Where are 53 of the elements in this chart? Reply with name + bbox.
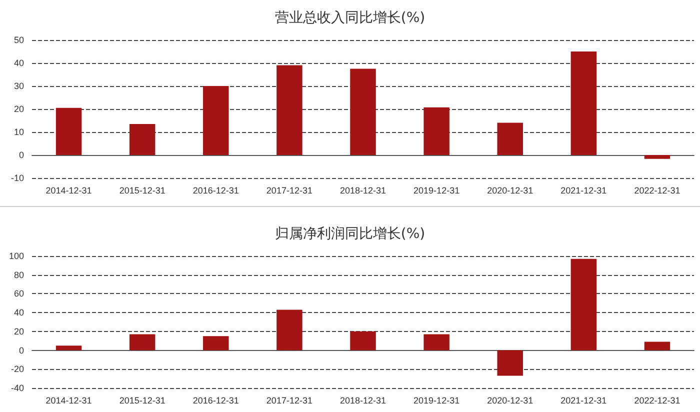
x-tick-label: 2015-12-31 <box>119 396 166 406</box>
y-tick-label: -40 <box>10 383 24 393</box>
bar <box>129 334 156 350</box>
x-tick-label: 2015-12-31 <box>119 186 166 196</box>
bar <box>203 336 229 350</box>
x-tick-label: 2014-12-31 <box>46 396 92 406</box>
x-tick-label: 2017-12-31 <box>266 186 312 196</box>
bar <box>570 52 597 155</box>
x-tick-label: 2019-12-31 <box>414 396 460 406</box>
y-tick-label: 30 <box>14 81 24 91</box>
y-tick-label: 0 <box>18 150 24 160</box>
bar <box>350 331 376 350</box>
bar <box>56 346 82 350</box>
y-tick-label: 20 <box>14 326 24 336</box>
y-tick-label: 40 <box>14 308 24 318</box>
bar <box>424 334 450 350</box>
y-tick-label: 100 <box>8 251 24 261</box>
y-tick-label: -20 <box>10 364 24 374</box>
x-tick-label: 2016-12-31 <box>192 186 239 196</box>
chart-title: 营业总收入同比增长(%) <box>274 10 426 26</box>
x-tick-label: 2021-12-31 <box>560 396 607 406</box>
bar <box>129 124 156 155</box>
bar <box>644 155 670 159</box>
bar <box>276 65 302 155</box>
x-tick-label: 2022-12-31 <box>634 186 680 196</box>
x-tick-label: 2022-12-31 <box>634 396 680 406</box>
bar <box>56 108 82 155</box>
x-tick-label: 2020-12-31 <box>487 186 534 196</box>
bar <box>276 310 302 350</box>
y-tick-label: 80 <box>14 270 24 280</box>
x-tick-label: 2017-12-31 <box>266 396 312 406</box>
y-tick-label: 20 <box>14 104 24 114</box>
x-tick-label: 2014-12-31 <box>46 186 92 196</box>
bar <box>644 342 670 350</box>
y-tick-label: 50 <box>14 35 24 45</box>
x-tick-label: 2018-12-31 <box>340 186 386 196</box>
y-tick-label: 60 <box>14 288 24 299</box>
bar <box>570 258 597 350</box>
y-tick-label: 40 <box>14 58 24 68</box>
x-tick-label: 2016-12-31 <box>192 396 239 406</box>
x-tick-label: 2021-12-31 <box>560 186 607 196</box>
x-tick-label: 2020-12-31 <box>487 396 534 406</box>
bar <box>350 68 376 155</box>
y-tick-label: 10 <box>14 127 24 137</box>
y-tick-label: -10 <box>10 173 24 183</box>
bar <box>497 350 523 376</box>
chart-title: 归属净利润同比增长(%) <box>274 226 426 242</box>
bar <box>497 122 523 155</box>
bar <box>203 86 229 155</box>
x-tick-label: 2019-12-31 <box>414 186 460 196</box>
bar <box>424 107 450 155</box>
x-tick-label: 2018-12-31 <box>340 396 386 406</box>
y-tick-label: 0 <box>18 345 24 356</box>
